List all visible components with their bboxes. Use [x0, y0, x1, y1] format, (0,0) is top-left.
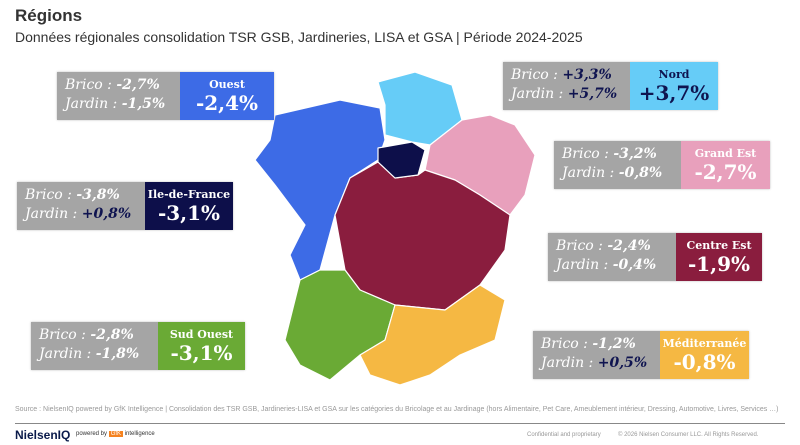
jardin-label: Jardin : — [562, 165, 619, 181]
region-total: Méditerranée -0,8% — [660, 331, 749, 379]
brico-value: -3,2% — [613, 146, 657, 162]
map-region-ile-de-france — [377, 141, 426, 179]
confidential-note: Confidential and proprietary — [527, 432, 601, 438]
brico-value: +3,3% — [562, 67, 612, 83]
jardin-label: Jardin : — [556, 257, 613, 273]
region-total-value: -2,7% — [694, 159, 757, 184]
region-name: Ile-de-France — [147, 187, 231, 201]
region-total-value: -0,8% — [673, 349, 736, 374]
footer-divider — [15, 423, 785, 424]
brico-value: -2,4% — [607, 238, 651, 254]
region-total: Sud Ouest -3,1% — [158, 322, 245, 370]
brico-label: Brico : — [511, 67, 563, 83]
region-breakdown: Brico : -2,4% Jardin : -0,4% — [548, 233, 676, 281]
region-total-value: -3,1% — [170, 340, 233, 365]
jardin-label: Jardin : — [39, 346, 96, 362]
brico-line: Brico : +3,3% — [511, 66, 622, 85]
brico-line: Brico : -3,2% — [562, 145, 673, 164]
jardin-line: Jardin : -1,5% — [65, 95, 172, 114]
region-card-centre-est: Brico : -2,4% Jardin : -0,4% Centre Est … — [548, 233, 762, 281]
jardin-value: +0,8% — [81, 206, 132, 222]
jardin-label: Jardin : — [25, 206, 82, 222]
jardin-label: Jardin : — [541, 355, 598, 371]
brico-label: Brico : — [39, 327, 91, 343]
brico-line: Brico : -1,2% — [541, 335, 652, 354]
brico-label: Brico : — [25, 187, 77, 203]
region-total: Nord +3,7% — [630, 62, 718, 110]
brico-label: Brico : — [65, 77, 117, 93]
region-card-ile-de-france: Brico : -3,8% Jardin : +0,8% Ile-de-Fran… — [17, 182, 233, 230]
jardin-value: -0,8% — [618, 165, 663, 181]
brico-line: Brico : -2,4% — [556, 237, 668, 256]
region-total-value: -3,1% — [157, 200, 221, 225]
jardin-value: +5,7% — [567, 86, 618, 102]
nielseniq-logo: NielsenIQ — [15, 428, 71, 442]
jardin-line: Jardin : -1,8% — [39, 345, 150, 364]
region-name: Sud Ouest — [169, 327, 234, 341]
region-card-grand-est: Brico : -3,2% Jardin : -0,8% Grand Est -… — [554, 141, 770, 189]
brico-label: Brico : — [541, 336, 593, 352]
brico-value: -2,7% — [116, 77, 160, 93]
gfk-logo: GfK — [108, 431, 124, 437]
jardin-value: +0,5% — [597, 355, 648, 371]
jardin-value: -1,5% — [121, 96, 166, 112]
region-card-sud-ouest: Brico : -2,8% Jardin : -1,8% Sud Ouest -… — [31, 322, 245, 370]
brico-value: -3,8% — [76, 187, 120, 203]
page-title: Régions — [15, 6, 83, 25]
brico-label: Brico : — [556, 238, 608, 254]
map-region-mediterranee — [359, 284, 506, 386]
intelligence-text: intelligence — [124, 431, 155, 437]
jardin-value: -0,4% — [612, 257, 657, 273]
region-total: Ile-de-France -3,1% — [145, 182, 233, 230]
jardin-line: Jardin : -0,8% — [562, 164, 673, 183]
jardin-line: Jardin : +5,7% — [511, 85, 622, 104]
region-name: Nord — [658, 67, 690, 81]
jardin-line: Jardin : +0,8% — [25, 205, 137, 224]
jardin-line: Jardin : -0,4% — [556, 256, 668, 275]
brico-label: Brico : — [562, 146, 614, 162]
jardin-label: Jardin : — [511, 86, 568, 102]
copyright: © 2026 Nielsen Consumer LLC. All Rights … — [618, 432, 759, 438]
powered-by-text: powered by — [76, 431, 108, 437]
region-card-nord: Brico : +3,3% Jardin : +5,7% Nord +3,7% — [503, 62, 718, 110]
region-breakdown: Brico : -3,2% Jardin : -0,8% — [554, 141, 681, 189]
brico-value: -1,2% — [592, 336, 636, 352]
region-name: Ouest — [209, 77, 245, 91]
region-total: Grand Est -2,7% — [681, 141, 770, 189]
region-name: Centre Est — [686, 238, 752, 252]
region-breakdown: Brico : -2,8% Jardin : -1,8% — [31, 322, 158, 370]
region-total-value: -2,4% — [195, 90, 259, 115]
region-breakdown: Brico : -2,7% Jardin : -1,5% — [57, 72, 180, 120]
brico-line: Brico : -3,8% — [25, 186, 137, 205]
region-card-ouest: Brico : -2,7% Jardin : -1,5% Ouest -2,4% — [57, 72, 274, 120]
region-name: Méditerranée — [662, 336, 747, 350]
region-total: Ouest -2,4% — [180, 72, 274, 120]
brico-line: Brico : -2,8% — [39, 326, 150, 345]
region-breakdown: Brico : -3,8% Jardin : +0,8% — [17, 182, 145, 230]
region-card-mediterranee: Brico : -1,2% Jardin : +0,5% Méditerrané… — [533, 331, 749, 379]
jardin-label: Jardin : — [65, 96, 122, 112]
region-total-value: +3,7% — [638, 80, 710, 105]
powered-by: powered by GfK intelligence — [76, 431, 155, 437]
region-breakdown: Brico : -1,2% Jardin : +0,5% — [533, 331, 660, 379]
brico-value: -2,8% — [90, 327, 134, 343]
region-name: Grand Est — [694, 146, 757, 160]
source-note: Source : NielsenIQ powered by GfK Intell… — [15, 406, 779, 413]
jardin-line: Jardin : +0,5% — [541, 354, 652, 373]
jardin-value: -1,8% — [95, 346, 140, 362]
region-total-value: -1,9% — [687, 251, 751, 276]
region-breakdown: Brico : +3,3% Jardin : +5,7% — [503, 62, 630, 110]
brico-line: Brico : -2,7% — [65, 76, 172, 95]
page-subtitle: Données régionales consolidation TSR GSB… — [15, 29, 583, 45]
region-total: Centre Est -1,9% — [676, 233, 762, 281]
